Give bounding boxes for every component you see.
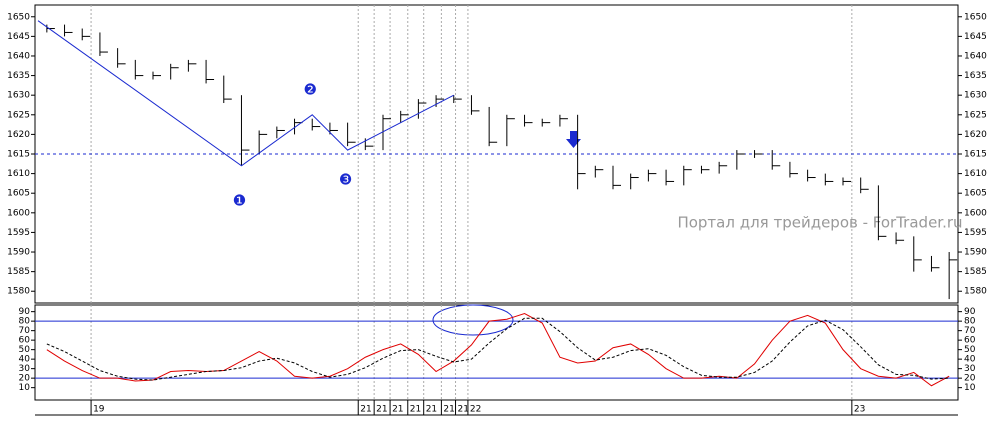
oscillator-panel <box>34 304 959 401</box>
y-tick-label: 1585 <box>7 267 30 277</box>
y-tick-label: 70 <box>19 326 31 336</box>
y-tick-label: 40 <box>964 355 976 365</box>
y-tick-label: 1615 <box>964 150 987 160</box>
trend-line <box>37 20 454 167</box>
y-tick-label: 1625 <box>964 110 987 120</box>
y-tick-label: 90 <box>964 307 976 317</box>
wave-marker: ❸ <box>339 171 352 189</box>
wave-marker: ❶ <box>233 191 246 209</box>
time-label: 21 <box>410 405 421 415</box>
y-tick-label: 1580 <box>964 287 987 297</box>
highlight-ellipse <box>432 304 514 336</box>
y-tick-label: 1595 <box>7 228 30 238</box>
y-tick-label: 60 <box>964 336 976 346</box>
y-tick-label: 1650 <box>964 12 987 22</box>
y-tick-label: 1580 <box>7 287 30 297</box>
time-label: 21 <box>443 405 454 415</box>
time-label: 22 <box>470 405 481 415</box>
y-tick-label: 1645 <box>964 32 987 42</box>
y-tick-label: 1605 <box>7 189 30 199</box>
wave-marker: ❷ <box>304 80 317 98</box>
y-tick-label: 80 <box>19 317 31 327</box>
y-tick-label: 1590 <box>964 248 987 258</box>
y-tick-label: 1590 <box>7 248 30 258</box>
time-label: 21 <box>360 405 371 415</box>
y-tick-label: 1630 <box>964 91 987 101</box>
y-tick-label: 1635 <box>964 71 987 81</box>
time-label: 23 <box>854 405 865 415</box>
y-tick-label: 1620 <box>7 130 30 140</box>
y-tick-label: 1650 <box>7 12 30 22</box>
y-tick-label: 1635 <box>7 71 30 81</box>
y-tick-label: 1640 <box>964 51 987 61</box>
y-tick-label: 30 <box>964 364 976 374</box>
y-tick-label: 50 <box>964 345 976 355</box>
y-tick-label: 20 <box>19 374 31 384</box>
y-tick-label: 40 <box>19 355 31 365</box>
y-tick-label: 60 <box>19 336 31 346</box>
y-tick-label: 1615 <box>7 150 30 160</box>
y-tick-label: 10 <box>19 383 31 393</box>
time-label: 21 <box>458 405 469 415</box>
oscillator-line <box>46 313 950 387</box>
y-tick-label: 1620 <box>964 130 987 140</box>
y-tick-label: 1605 <box>964 189 987 199</box>
y-tick-label: 50 <box>19 345 31 355</box>
y-tick-label: 90 <box>19 307 31 317</box>
oscillator-line <box>46 317 950 381</box>
y-tick-label: 1610 <box>7 169 30 179</box>
y-tick-label: 1625 <box>7 110 30 120</box>
y-tick-label: 30 <box>19 364 31 374</box>
y-tick-label: 1630 <box>7 91 30 101</box>
time-label: 21 <box>426 405 437 415</box>
y-tick-label: 1600 <box>7 208 30 218</box>
y-tick-label: 20 <box>964 374 976 384</box>
y-tick-label: 1595 <box>964 228 987 238</box>
watermark: Портал для трейдеров - ForTrader.ru <box>677 214 962 232</box>
y-tick-label: 1610 <box>964 169 987 179</box>
y-tick-label: 1645 <box>7 32 30 42</box>
signal-arrow <box>566 131 581 148</box>
y-tick-label: 1640 <box>7 51 30 61</box>
y-tick-label: 80 <box>964 317 976 327</box>
y-tick-label: 10 <box>964 383 976 393</box>
y-tick-label: 70 <box>964 326 976 336</box>
time-label: 19 <box>93 405 105 415</box>
y-tick-label: 1600 <box>964 208 987 218</box>
y-tick-label: 1585 <box>964 267 987 277</box>
time-label: 21 <box>376 405 387 415</box>
time-label: 21 <box>392 405 403 415</box>
